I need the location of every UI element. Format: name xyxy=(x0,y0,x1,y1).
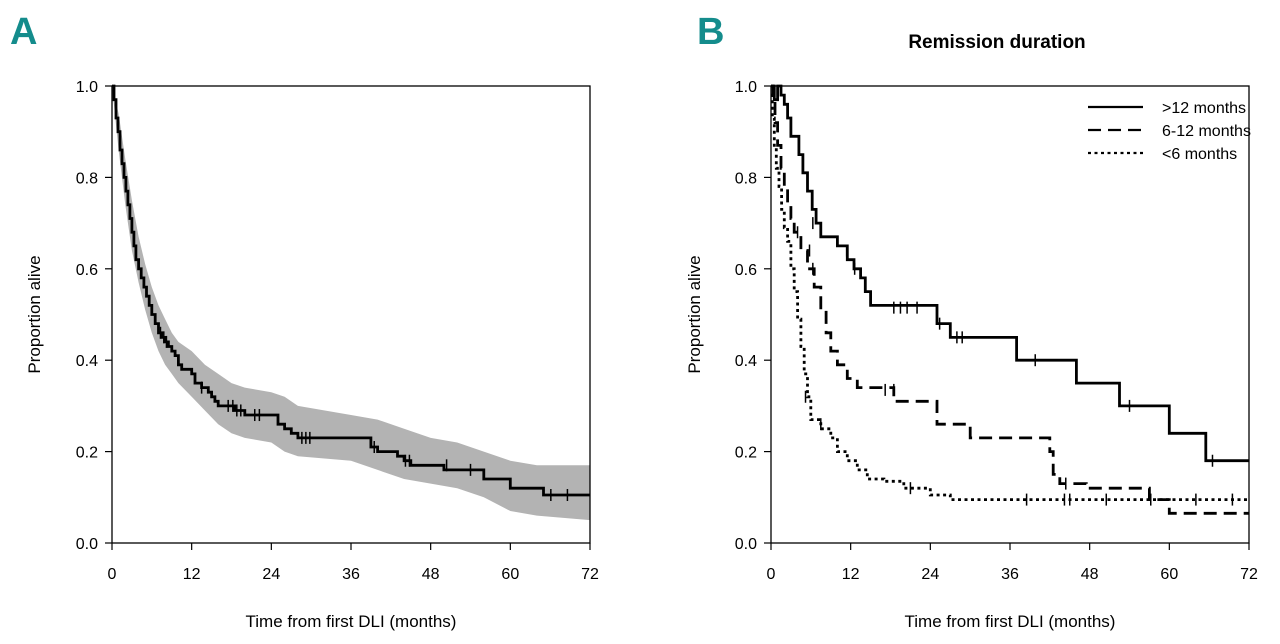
y-tick-label: 0.6 xyxy=(735,262,757,279)
y-tick-label: 1.0 xyxy=(735,79,757,96)
panel-letter: A xyxy=(10,11,37,53)
legend: >12 months 6-12 months <6 months xyxy=(1088,100,1251,163)
y-tick-label: 0.8 xyxy=(735,170,757,187)
series-line-2 xyxy=(770,93,1249,501)
y-axis-label: Proportion alive xyxy=(685,255,704,373)
y-tick-label: 0.2 xyxy=(76,445,98,462)
y-tick-label: 0.4 xyxy=(735,353,757,370)
x-tick-label: 0 xyxy=(108,566,117,583)
legend-label: 6-12 months xyxy=(1162,123,1251,140)
x-tick-label: 12 xyxy=(183,566,201,583)
panel-letter: B xyxy=(697,11,724,53)
x-tick-label: 36 xyxy=(1001,566,1019,583)
x-tick-label: 72 xyxy=(1240,566,1258,583)
y-tick-label: 0.0 xyxy=(735,536,757,553)
confidence-band xyxy=(112,86,590,521)
y-tick-label: 0.8 xyxy=(76,170,98,187)
x-tick-label: 48 xyxy=(422,566,440,583)
chart-panel-b: B Remission duration 0 12 24 36 48 60 72 0.0 0.2 0.… xyxy=(685,11,1258,631)
x-tick-label: 60 xyxy=(501,566,519,583)
x-tick-label: 60 xyxy=(1160,566,1178,583)
y-tick-label: 0.6 xyxy=(76,262,98,279)
x-tick-label: 72 xyxy=(581,566,599,583)
series-line-0 xyxy=(771,84,1249,463)
y-axis-label: Proportion alive xyxy=(25,255,44,373)
x-tick-label: 36 xyxy=(342,566,360,583)
x-tick-label: 12 xyxy=(842,566,860,583)
x-tick-label: 0 xyxy=(767,566,776,583)
y-tick-label: 1.0 xyxy=(76,79,98,96)
y-tick-label: 0.2 xyxy=(735,445,757,462)
x-tick-label: 24 xyxy=(262,566,280,583)
y-tick-label: 0.4 xyxy=(76,353,98,370)
x-tick-label: 48 xyxy=(1081,566,1099,583)
y-tick-label: 0.0 xyxy=(76,536,98,553)
legend-label: <6 months xyxy=(1162,146,1237,163)
x-axis-label: Time from first DLI (months) xyxy=(905,612,1116,631)
x-axis-label: Time from first DLI (months) xyxy=(246,612,457,631)
chart-panel-a: A 0 12 24 36 48 60 72 0.0 0.2 0.4 0.6 0.8 1.0 Time fro… xyxy=(10,11,599,631)
legend-label: >12 months xyxy=(1162,100,1246,117)
chart-title: Remission duration xyxy=(908,32,1085,53)
series-line-1 xyxy=(771,84,1249,515)
x-tick-label: 24 xyxy=(921,566,939,583)
